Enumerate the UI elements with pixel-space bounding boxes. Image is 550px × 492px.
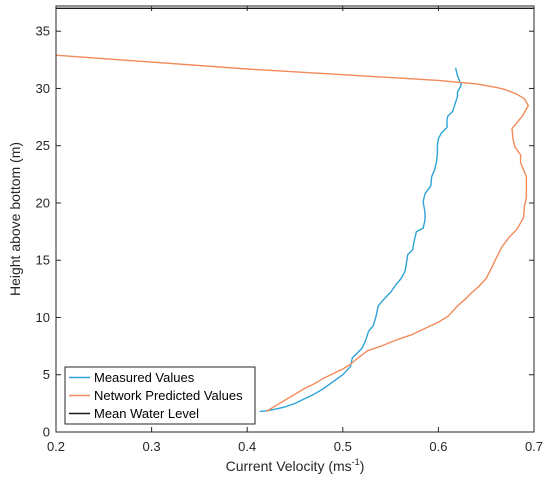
x-axis-title-main: Current Velocity (ms <box>226 458 352 474</box>
legend-label-water-level: Mean Water Level <box>94 406 199 421</box>
tick-layer: 0.2 0.3 0.4 0.5 0.6 0.7 0 5 10 15 20 25 30 35 <box>36 6 543 454</box>
y-tick-label: 25 <box>36 138 50 153</box>
x-tick-label: 0.7 <box>525 439 543 454</box>
legend-label-predicted: Network Predicted Values <box>94 388 243 403</box>
y-tick-label: 20 <box>36 195 50 210</box>
x-axis-title-close: ) <box>360 458 365 474</box>
x-tick-label: 0.3 <box>143 439 161 454</box>
x-tick-label: 0.5 <box>334 439 352 454</box>
measured-values-line <box>259 67 462 413</box>
y-tick-label: 5 <box>43 367 50 382</box>
x-tick-label: 0.4 <box>238 439 256 454</box>
y-tick-label: 10 <box>36 310 50 325</box>
legend: Measured Values Network Predicted Values… <box>64 366 256 425</box>
y-axis-title: Height above bottom (m) <box>7 142 23 296</box>
x-axis-title-superscript: -1 <box>352 457 360 467</box>
axes-box <box>55 5 535 433</box>
y-tick-label: 35 <box>36 24 50 39</box>
network-predicted-values-line <box>55 54 529 413</box>
x-tick-label: 0.6 <box>429 439 447 454</box>
x-tick-label: 0.2 <box>47 439 65 454</box>
y-tick-label: 30 <box>36 81 50 96</box>
plot-area <box>56 6 534 432</box>
series-layer <box>55 7 534 413</box>
legend-box <box>64 366 256 425</box>
y-tick-label: 15 <box>36 253 50 268</box>
plot-frame <box>55 5 535 433</box>
x-axis-title: Current Velocity (ms-1) <box>226 457 365 474</box>
y-tick-label: 0 <box>43 425 50 440</box>
legend-label-measured: Measured Values <box>94 370 195 385</box>
